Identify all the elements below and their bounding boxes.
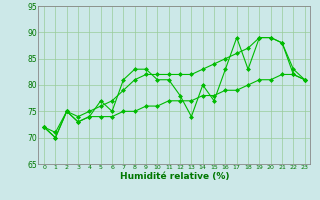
X-axis label: Humidité relative (%): Humidité relative (%) <box>120 172 229 181</box>
